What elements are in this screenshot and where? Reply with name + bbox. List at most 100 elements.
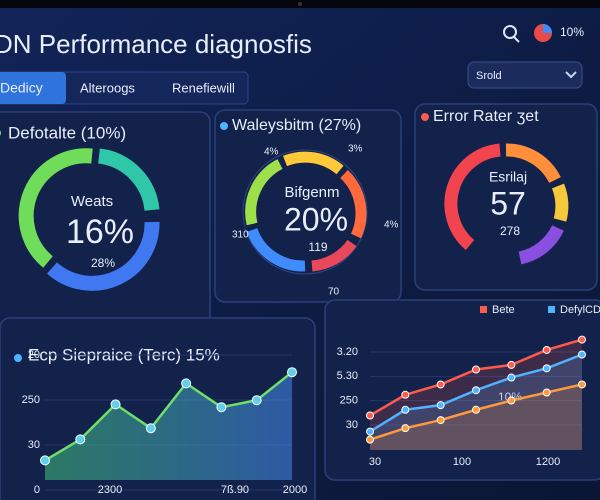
gauge-arc bbox=[97, 148, 160, 212]
point bbox=[507, 396, 516, 405]
gauge-arc bbox=[18, 148, 93, 268]
tab[interactable]: Renefiewill bbox=[172, 80, 235, 95]
gauge-arc bbox=[246, 227, 306, 272]
gauge-arc bbox=[245, 159, 283, 226]
gauge-mark: 4% bbox=[384, 220, 399, 231]
x-tick-label: 2000 bbox=[283, 484, 307, 496]
legend-label: DefylCDN bbox=[560, 304, 600, 316]
point bbox=[578, 335, 586, 344]
gauge-arc bbox=[444, 143, 501, 250]
point bbox=[578, 380, 586, 389]
point bbox=[472, 365, 480, 374]
point bbox=[110, 399, 121, 410]
point bbox=[542, 364, 551, 373]
gauge-sub: 278 bbox=[500, 224, 520, 238]
gauge-mark: 70 bbox=[328, 287, 340, 298]
point bbox=[401, 390, 410, 399]
gauge-sub: 28% bbox=[91, 256, 115, 270]
gauge-value: 57 bbox=[490, 185, 526, 221]
tab[interactable]: Alteroogs bbox=[80, 80, 135, 95]
x-tick-label: 30 bbox=[369, 456, 381, 468]
point bbox=[366, 411, 374, 420]
point bbox=[542, 345, 551, 354]
point bbox=[251, 395, 262, 406]
gauge-mark: 3% bbox=[348, 144, 363, 155]
gauge-arc bbox=[518, 224, 564, 265]
gauge-title: Waleysbitm (27%) bbox=[232, 117, 361, 134]
bullet bbox=[14, 354, 22, 362]
gauge-mark: 310 bbox=[232, 230, 249, 241]
point bbox=[216, 402, 227, 413]
point bbox=[542, 388, 551, 397]
y-tick-label: 30 bbox=[346, 419, 358, 431]
point bbox=[401, 424, 410, 433]
bullet bbox=[0, 130, 1, 136]
gauge-arc bbox=[311, 239, 357, 272]
point bbox=[578, 350, 586, 359]
point bbox=[287, 367, 297, 378]
status: 10% bbox=[560, 25, 584, 39]
gauge-arc bbox=[551, 183, 569, 222]
search-icon[interactable] bbox=[503, 25, 517, 39]
gauge-arc bbox=[282, 151, 344, 175]
camera bbox=[298, 2, 302, 6]
gauge-ring bbox=[242, 149, 368, 275]
select-value: Srold bbox=[476, 70, 502, 82]
panel bbox=[324, 299, 600, 481]
y-tick-label: 250 bbox=[22, 394, 40, 406]
gauge-arc bbox=[505, 143, 561, 184]
point bbox=[145, 423, 156, 434]
gauge-label: Esrilaj bbox=[489, 169, 527, 185]
area bbox=[45, 372, 292, 480]
title: DN Performance diagnosfis bbox=[0, 29, 312, 59]
x-tick-label: 7ß.90 bbox=[221, 484, 249, 496]
tab-active[interactable] bbox=[0, 72, 66, 104]
tab[interactable]: Dedicy bbox=[0, 80, 43, 96]
gauge-title: Error Rater ʒet bbox=[433, 108, 539, 125]
point bbox=[40, 455, 50, 466]
gauge-value: 20% bbox=[284, 201, 348, 237]
y-tick-label: 20 bbox=[28, 349, 40, 361]
point bbox=[436, 416, 445, 425]
point bbox=[507, 360, 516, 369]
status-icon-slice bbox=[543, 24, 552, 33]
point bbox=[472, 405, 480, 414]
point bbox=[436, 401, 445, 410]
gauge-arc bbox=[340, 169, 367, 239]
x-tick-label: 1200 bbox=[536, 456, 560, 468]
search-icon-handle bbox=[513, 36, 520, 43]
y-tick-label: 3.20 bbox=[337, 346, 358, 358]
gauge-label: Bifgenm bbox=[284, 184, 339, 201]
y-tick-label: 0 bbox=[34, 484, 40, 496]
point bbox=[436, 380, 445, 389]
y-tick-label: 5.30 bbox=[337, 370, 358, 382]
area bbox=[370, 384, 582, 450]
select-arrow bbox=[565, 71, 577, 79]
line bbox=[44, 371, 293, 462]
legend-label: Bete bbox=[492, 304, 515, 316]
point bbox=[366, 427, 374, 436]
gauge-value: 16% bbox=[66, 213, 134, 251]
bullet bbox=[421, 113, 429, 121]
gauge-title: Defotalte (10%) bbox=[8, 123, 126, 142]
area bbox=[370, 339, 582, 450]
point bbox=[507, 373, 516, 382]
select[interactable] bbox=[467, 61, 583, 89]
point bbox=[401, 405, 410, 414]
legend-swatch bbox=[480, 306, 487, 313]
gauge-sub: 119 bbox=[308, 240, 327, 254]
gauge-arc bbox=[47, 221, 160, 291]
y-tick-label: 250 bbox=[340, 395, 358, 407]
point bbox=[366, 435, 374, 444]
x-tick-label: 2300 bbox=[98, 484, 122, 496]
y-tick-label: 30 bbox=[28, 439, 40, 451]
area bbox=[370, 354, 582, 450]
x-tick-label: 100 bbox=[453, 456, 471, 468]
gauge-label: Weats bbox=[71, 193, 113, 210]
bullet bbox=[220, 122, 228, 130]
point bbox=[472, 386, 480, 395]
legend-swatch bbox=[548, 306, 555, 313]
point bbox=[181, 378, 192, 389]
gauge-mark: 4% bbox=[264, 147, 279, 158]
